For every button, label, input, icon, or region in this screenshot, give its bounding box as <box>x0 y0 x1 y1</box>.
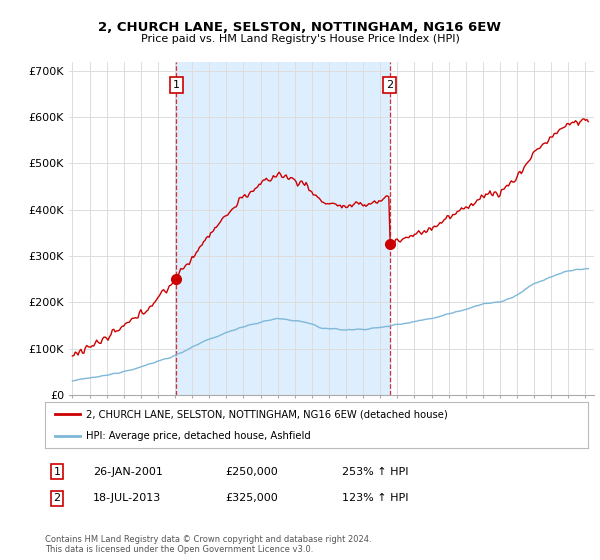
Text: 1: 1 <box>173 80 180 90</box>
Text: 18-JUL-2013: 18-JUL-2013 <box>93 493 161 503</box>
Text: Contains HM Land Registry data © Crown copyright and database right 2024.
This d: Contains HM Land Registry data © Crown c… <box>45 535 371 554</box>
Text: 123% ↑ HPI: 123% ↑ HPI <box>342 493 409 503</box>
Bar <box>176 62 389 395</box>
Text: 2: 2 <box>53 493 61 503</box>
Text: 26-JAN-2001: 26-JAN-2001 <box>93 466 163 477</box>
Text: 2: 2 <box>386 80 393 90</box>
Text: 253% ↑ HPI: 253% ↑ HPI <box>342 466 409 477</box>
Text: Price paid vs. HM Land Registry's House Price Index (HPI): Price paid vs. HM Land Registry's House … <box>140 34 460 44</box>
Text: 2, CHURCH LANE, SELSTON, NOTTINGHAM, NG16 6EW (detached house): 2, CHURCH LANE, SELSTON, NOTTINGHAM, NG1… <box>86 409 448 419</box>
Text: 2, CHURCH LANE, SELSTON, NOTTINGHAM, NG16 6EW: 2, CHURCH LANE, SELSTON, NOTTINGHAM, NG1… <box>98 21 502 34</box>
Text: HPI: Average price, detached house, Ashfield: HPI: Average price, detached house, Ashf… <box>86 431 310 441</box>
Text: 1: 1 <box>53 466 61 477</box>
Text: £250,000: £250,000 <box>225 466 278 477</box>
Text: £325,000: £325,000 <box>225 493 278 503</box>
